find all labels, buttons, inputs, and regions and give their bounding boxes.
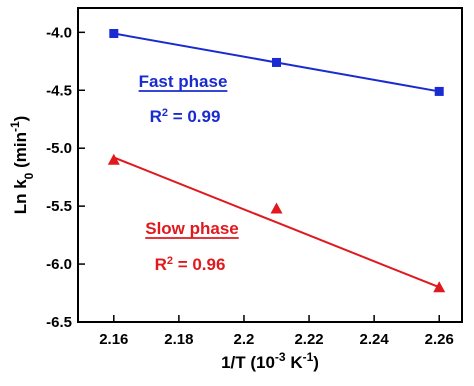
r-squared-value: = 0.99 [168, 107, 220, 126]
marker [109, 28, 119, 38]
y-tick-label: -4.0 [46, 24, 72, 41]
y-axis-label-part: Ln k [11, 179, 30, 214]
x-tick-label: 2.24 [360, 331, 390, 348]
x-tick-label: 2.26 [425, 331, 454, 348]
y-axis-label-part: ) [11, 116, 30, 122]
marker [272, 57, 282, 67]
marker [434, 86, 444, 96]
r-squared-exp: 2 [162, 107, 168, 119]
plot-frame [77, 7, 463, 323]
x-tick-label: 2.2 [234, 331, 255, 348]
x-axis-label-part: ) [313, 353, 319, 372]
y-tick-label: -5.0 [46, 140, 72, 157]
r-squared-value: = 0.96 [173, 255, 225, 274]
series-name: Slow phase [145, 219, 239, 238]
y-axis-label-part: -1 [8, 121, 22, 132]
x-axis-label-part: 1/T (10 [221, 353, 275, 372]
marker [433, 281, 446, 293]
marker [270, 202, 283, 214]
r-squared-label: R [150, 107, 162, 126]
x-tick-label: 2.16 [99, 331, 128, 348]
x-axis-label-part: -3 [275, 350, 286, 364]
x-axis-label-part: -1 [303, 350, 314, 364]
y-axis-label-part: (min [11, 132, 30, 173]
r-squared: R2 = 0.96 [155, 255, 226, 274]
fit-line [113, 156, 440, 289]
y-tick-label: -6.0 [46, 256, 72, 273]
y-tick-label: -4.5 [46, 82, 72, 99]
y-tick-label: -6.5 [46, 314, 72, 331]
marker [107, 153, 120, 165]
y-axis-label-part: 0 [22, 172, 36, 179]
r-squared-exp: 2 [167, 255, 173, 267]
x-tick-label: 2.22 [294, 331, 323, 348]
x-tick-label: 2.18 [164, 331, 193, 348]
series-name: Fast phase [139, 72, 228, 91]
x-axis-label-part: K [286, 353, 304, 372]
r-squared: R2 = 0.99 [150, 107, 221, 126]
y-axis-label: Ln k0 (min-1) [8, 116, 36, 215]
r-squared-label: R [155, 255, 167, 274]
x-axis-label: 1/T (10-3 K-1) [221, 350, 319, 372]
y-tick-label: -5.5 [46, 198, 72, 215]
